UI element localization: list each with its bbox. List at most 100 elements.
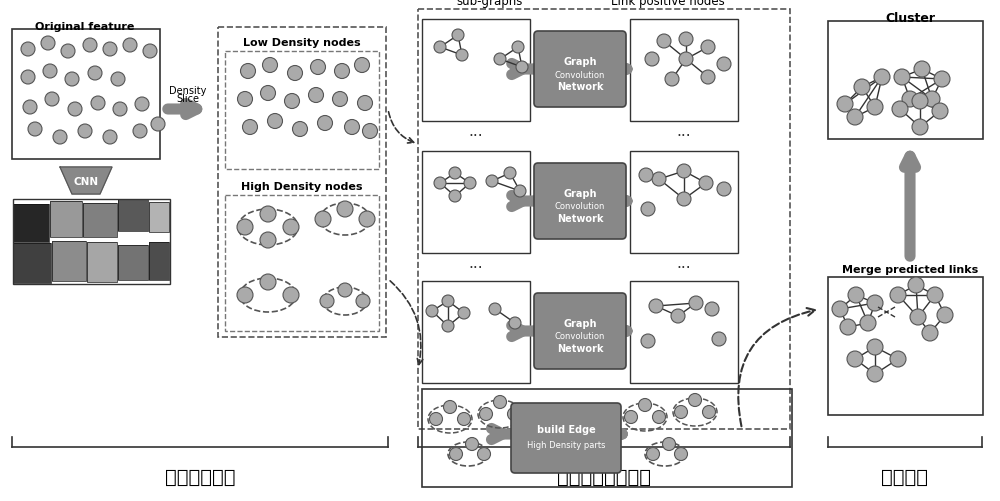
Text: High Density parts: High Density parts bbox=[527, 440, 605, 449]
Circle shape bbox=[922, 325, 938, 341]
FancyBboxPatch shape bbox=[534, 164, 626, 239]
Circle shape bbox=[91, 97, 105, 111]
Circle shape bbox=[701, 41, 715, 55]
Circle shape bbox=[867, 366, 883, 382]
Circle shape bbox=[652, 173, 666, 187]
Bar bbox=[630, 152, 738, 254]
Bar bbox=[418, 10, 790, 429]
FancyBboxPatch shape bbox=[534, 32, 626, 108]
Circle shape bbox=[449, 190, 461, 202]
Circle shape bbox=[450, 447, 462, 460]
Bar bbox=[52, 241, 86, 282]
Circle shape bbox=[83, 39, 97, 53]
Circle shape bbox=[434, 178, 446, 189]
Text: Convolution: Convolution bbox=[555, 70, 605, 79]
Text: Convolution: Convolution bbox=[555, 332, 605, 341]
Circle shape bbox=[480, 408, 492, 421]
Bar bbox=[828, 278, 983, 415]
Text: Network: Network bbox=[557, 82, 603, 92]
Circle shape bbox=[912, 94, 928, 110]
Text: ...: ... bbox=[677, 124, 691, 139]
Circle shape bbox=[890, 288, 906, 304]
Bar bbox=[118, 199, 148, 231]
Bar bbox=[50, 201, 82, 237]
Circle shape bbox=[934, 72, 950, 88]
Circle shape bbox=[283, 288, 299, 304]
Circle shape bbox=[285, 94, 300, 109]
Circle shape bbox=[848, 288, 864, 304]
Circle shape bbox=[237, 219, 253, 235]
Circle shape bbox=[61, 45, 75, 59]
Circle shape bbox=[334, 64, 350, 79]
Circle shape bbox=[337, 201, 353, 217]
Circle shape bbox=[449, 168, 461, 180]
FancyArrowPatch shape bbox=[738, 309, 815, 426]
Circle shape bbox=[674, 447, 688, 460]
Circle shape bbox=[674, 406, 688, 419]
Text: build Edge: build Edge bbox=[537, 424, 595, 434]
Circle shape bbox=[43, 65, 57, 79]
Text: sub-graphs: sub-graphs bbox=[457, 0, 523, 8]
Circle shape bbox=[442, 296, 454, 308]
Circle shape bbox=[717, 183, 731, 196]
Circle shape bbox=[646, 447, 660, 460]
Circle shape bbox=[701, 71, 715, 85]
Circle shape bbox=[679, 33, 693, 47]
Text: Merge predicted links: Merge predicted links bbox=[842, 265, 978, 275]
Circle shape bbox=[41, 37, 55, 51]
Bar bbox=[422, 389, 792, 487]
Circle shape bbox=[712, 332, 726, 346]
Text: Graph: Graph bbox=[563, 188, 597, 198]
Bar bbox=[12, 30, 160, 160]
Circle shape bbox=[21, 43, 35, 57]
Bar bbox=[149, 202, 169, 232]
Circle shape bbox=[103, 131, 117, 145]
Circle shape bbox=[639, 399, 652, 412]
Circle shape bbox=[151, 118, 165, 132]
Circle shape bbox=[516, 62, 528, 74]
Circle shape bbox=[123, 39, 137, 53]
Text: ...: ... bbox=[469, 124, 483, 139]
Circle shape bbox=[464, 178, 476, 189]
Bar bbox=[630, 20, 738, 122]
Circle shape bbox=[509, 317, 521, 329]
Circle shape bbox=[111, 73, 125, 87]
Circle shape bbox=[689, 297, 703, 311]
Circle shape bbox=[504, 168, 516, 180]
Circle shape bbox=[478, 447, 490, 460]
Circle shape bbox=[292, 122, 308, 137]
Circle shape bbox=[837, 97, 853, 113]
Circle shape bbox=[45, 93, 59, 107]
Circle shape bbox=[702, 406, 716, 419]
Text: 链路合并: 链路合并 bbox=[882, 467, 928, 486]
Text: CNN: CNN bbox=[73, 177, 99, 187]
FancyBboxPatch shape bbox=[511, 403, 621, 473]
Bar bbox=[422, 152, 530, 254]
Bar bbox=[13, 204, 49, 242]
Bar bbox=[118, 245, 148, 281]
Circle shape bbox=[135, 98, 149, 112]
Circle shape bbox=[867, 100, 883, 116]
Circle shape bbox=[359, 211, 375, 227]
Circle shape bbox=[65, 73, 79, 87]
Text: ...: ... bbox=[677, 256, 691, 271]
Circle shape bbox=[671, 310, 685, 323]
Circle shape bbox=[308, 88, 324, 103]
Bar bbox=[422, 20, 530, 122]
Circle shape bbox=[237, 288, 253, 304]
Circle shape bbox=[458, 413, 471, 426]
Circle shape bbox=[238, 92, 252, 107]
Circle shape bbox=[890, 351, 906, 367]
Circle shape bbox=[133, 125, 147, 139]
Text: 连通区域划分: 连通区域划分 bbox=[165, 467, 235, 486]
Circle shape bbox=[514, 186, 526, 197]
Circle shape bbox=[699, 177, 713, 190]
Bar bbox=[13, 243, 51, 284]
Bar bbox=[87, 242, 117, 283]
Circle shape bbox=[356, 295, 370, 309]
Circle shape bbox=[262, 59, 278, 73]
Circle shape bbox=[442, 320, 454, 332]
Text: High Density nodes: High Density nodes bbox=[241, 182, 363, 191]
Circle shape bbox=[854, 80, 870, 96]
Bar bbox=[118, 245, 148, 281]
